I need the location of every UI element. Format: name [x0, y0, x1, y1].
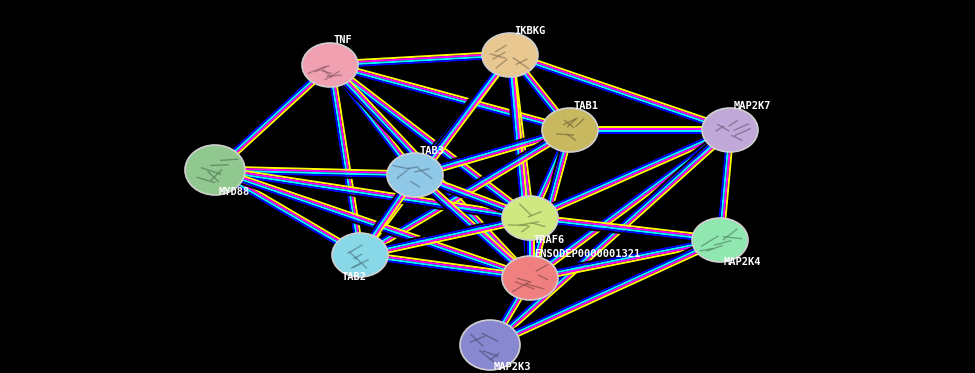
Text: MAP2K4: MAP2K4	[724, 257, 761, 267]
Text: MYD88: MYD88	[219, 187, 251, 197]
Ellipse shape	[502, 196, 558, 240]
Text: TAB2: TAB2	[342, 272, 367, 282]
Text: MAP2K7: MAP2K7	[734, 101, 771, 111]
Ellipse shape	[692, 218, 748, 262]
Ellipse shape	[302, 43, 358, 87]
Ellipse shape	[332, 233, 388, 277]
Text: TRAF6: TRAF6	[534, 235, 566, 245]
Text: IKBKG: IKBKG	[514, 26, 545, 36]
Text: TAB1: TAB1	[574, 101, 599, 111]
Ellipse shape	[502, 256, 558, 300]
Ellipse shape	[542, 108, 598, 152]
Ellipse shape	[185, 145, 245, 195]
Text: ENSODEP0000001321: ENSODEP0000001321	[534, 249, 641, 259]
Ellipse shape	[702, 108, 758, 152]
Text: TNF: TNF	[334, 35, 353, 45]
Text: MAP2K3: MAP2K3	[494, 362, 531, 372]
Ellipse shape	[387, 153, 443, 197]
Ellipse shape	[482, 33, 538, 77]
Ellipse shape	[460, 320, 520, 370]
Text: TAB3: TAB3	[419, 146, 444, 156]
